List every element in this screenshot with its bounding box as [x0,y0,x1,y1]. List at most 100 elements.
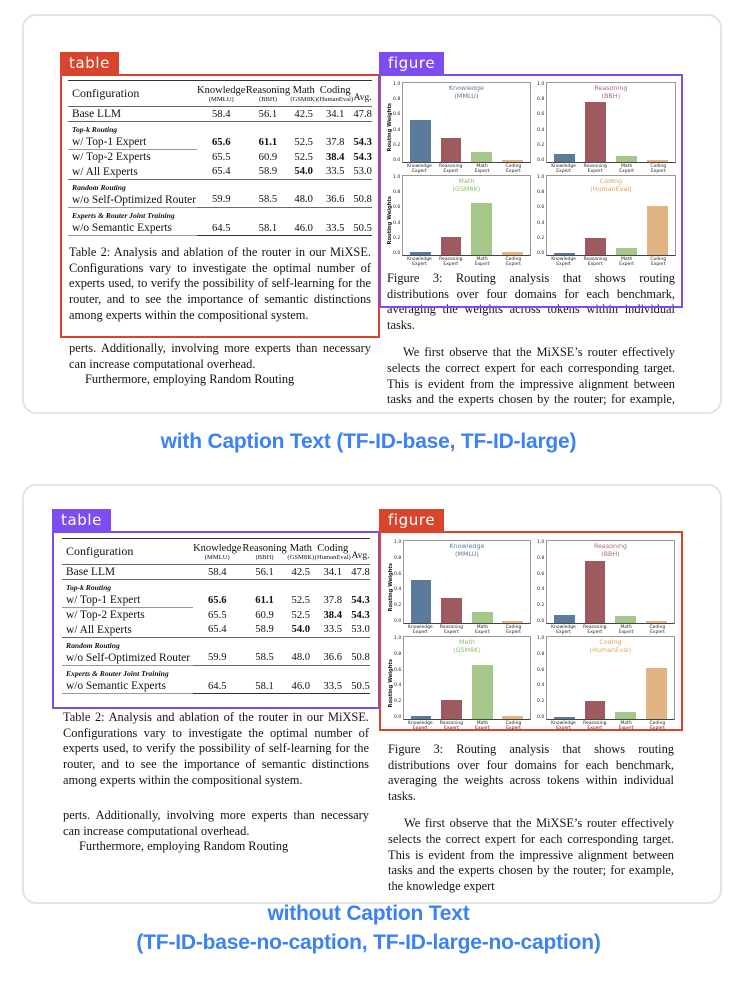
body-paragraph: We first observe that the MiXSE’s router… [387,345,675,409]
right-column-top: Routing Weights 1.0 0.8 0.6 0.4 0.2 0.0 [382,77,680,409]
cell-reasoning: 58.9 [258,166,278,178]
cell-reasoning: 58.1 [255,680,274,692]
section-label: Top-k Routing [72,125,118,135]
cell-coding: 33.5 [325,222,345,234]
detection-box-figure-top [379,74,683,308]
y-tick: 0.6 [393,205,401,211]
bar-knowledge-expert [410,579,432,623]
bar-math-expert [615,616,637,623]
x-tick: Knowledge Expert [407,624,433,635]
x-tick: Math Expert [475,720,490,731]
tag-figure-top: figure [379,52,445,74]
routing-figure-top: Routing Weights 1.0 0.8 0.6 0.4 0.2 0.0 [382,77,680,269]
bar-coding-expert [646,206,669,255]
cell-coding: 36.6 [325,194,345,206]
caption-without-caption-text: without Caption Text (TF-ID-base-no-capt… [0,900,737,958]
x-axis-labels: Knowledge Expert Reasoning Expert Math Expe… [402,256,531,267]
table-section-row: Top-k Routing [68,121,372,136]
table-row: w/ Top-2 Experts 65.5 60.9 52.5 38.4 54.… [62,608,370,623]
y-tick: 0.0 [537,714,545,720]
x-tick: Math Expert [619,256,635,267]
y-tick: 0.8 [394,651,402,657]
panel-without-caption: table figure Configuration Knowledge Rea… [22,484,722,904]
bar-knowledge-expert [553,716,575,719]
table-head: Configuration Knowledge Reasoning Math C… [68,80,372,107]
table-row: w/o Self-Optimized Router 59.9 58.5 48.0… [62,650,370,666]
x-tick: Math Expert [618,624,634,635]
x-tick: Reasoning Expert [583,720,607,731]
cell-math: 48.0 [291,652,311,664]
x-tick: Coding Expert [650,163,667,174]
subplot-math: Routing Weights 1.0 0.8 0.6 0.4 0.2 0.0 [387,635,531,731]
table-row: w/o Semantic Experts 64.5 58.1 46.0 33.5… [68,220,372,237]
y-tick: 0.4 [537,220,545,226]
bar-reasoning-expert [440,137,462,162]
x-tick: Coding Expert [505,256,522,267]
bar-reasoning-expert [584,237,606,255]
x-axis-labels: Knowledge Expert Reasoning Expert Math Expe… [403,624,531,635]
header-knowledge: Knowledge [193,543,242,554]
cell-coding: 38.4 [325,151,345,163]
cell-knowledge: 65.6 [207,595,227,607]
y-tick: 0.6 [393,112,401,118]
bar-coding-expert [646,620,668,623]
results-table-top: Configuration Knowledge Reasoning Math C… [64,77,376,237]
cell-reasoning: 60.9 [255,609,274,621]
cell-math: 48.0 [294,194,313,206]
bar-coding-expert [502,251,524,255]
cell-knowledge: 65.4 [211,166,231,178]
table-row: w/ Top-1 Expert 65.6 61.1 52.5 37.8 54.3 [62,593,370,609]
header-avg: Avg. [351,551,370,561]
y-tick: 0.4 [394,683,402,689]
x-tick: Coding Expert [649,720,666,731]
left-body-text-top: perts. Additionally, involving more expe… [64,341,376,388]
table-caption-bottom: Table 2: Analysis and ablation of the ro… [56,710,376,788]
table-caption-text: Table 2: Analysis and ablation of the ro… [63,710,369,787]
bar-math-expert [615,155,637,162]
caption-line-1: without Caption Text [267,902,470,925]
y-axis-ticks: 1.0 0.8 0.6 0.4 0.2 0.0 [393,174,402,267]
x-tick: Reasoning Expert [439,256,463,267]
header-avg: Avg. [353,93,372,103]
figure-caption-text: Figure 3: Routing analysis that shows ro… [387,271,675,332]
row-label: w/ Top-1 Expert [62,593,193,609]
cell-reasoning: 56.1 [258,108,278,120]
subheader-bbh: (BBH) [258,96,277,103]
x-tick: Coding Expert [650,256,667,267]
bar-reasoning-expert [584,101,606,162]
cell-reasoning: 58.5 [258,194,278,206]
x-tick: Reasoning Expert [583,256,607,267]
x-axis-labels: Knowledge Expert Reasoning Expert Math Expe… [403,720,531,731]
y-tick: 0.4 [537,587,545,593]
cell-knowledge: 65.5 [211,151,231,163]
y-tick: 0.2 [537,235,545,241]
bar-knowledge-expert [410,715,432,719]
cell-coding: 33.5 [323,624,343,636]
x-tick: Math Expert [618,720,634,731]
table-section-row: Experts & Router Joint Training [62,665,370,679]
bar-coding-expert [646,159,669,162]
y-tick: 1.0 [537,82,545,87]
section-label: Random Routing [72,182,126,192]
table-section-row: Top-k Routing [62,579,370,594]
cell-math: 54.0 [294,166,313,178]
bar-math-expert [471,612,493,623]
section-label: Top-k Routing [66,583,112,593]
section-label: Experts & Router Joint Training [72,210,175,220]
bar-math-expert [471,202,493,255]
tag-figure-bottom: figure [379,509,445,531]
x-tick: Reasoning Expert [439,163,463,174]
row-label: w/ All Experts [72,165,138,178]
row-label: w/ Top-1 Expert [68,135,197,151]
y-axis-ticks: 1.0 0.8 0.6 0.4 0.2 0.0 [537,174,546,267]
bar-reasoning-expert [441,597,463,623]
cell-reasoning: 61.1 [258,137,278,149]
subheader-gsm8k: (GSM8K) [287,554,315,561]
cell-reasoning: 60.9 [258,151,278,163]
y-axis-ticks: 1.0 0.8 0.6 0.4 0.2 0.0 [537,539,546,635]
subheader-humaneval: (HumanEval) [317,96,354,103]
y-tick: 0.8 [537,97,545,103]
cell-reasoning: 61.1 [255,595,274,607]
cell-math: 52.5 [294,137,313,149]
